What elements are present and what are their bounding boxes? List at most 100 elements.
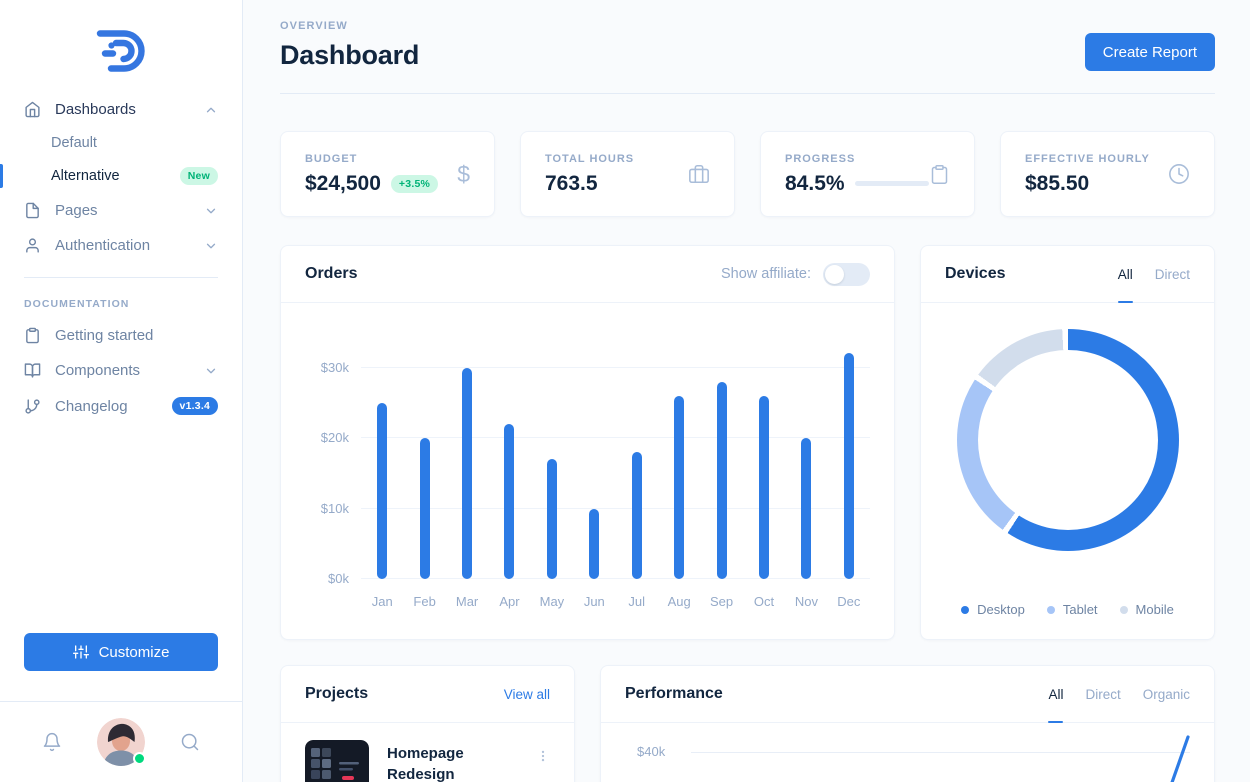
x-axis-tick: Dec	[837, 594, 861, 609]
briefcase-icon	[688, 163, 710, 185]
show-affiliate-toggle[interactable]	[823, 262, 870, 286]
online-status-dot	[133, 752, 146, 765]
performance-line-chart: $40k	[601, 723, 1214, 782]
bar-jan	[377, 402, 388, 579]
tab-organic[interactable]: Organic	[1142, 686, 1190, 702]
sidebar-item-label: Authentication	[55, 237, 151, 254]
x-axis-tick: Mar	[455, 594, 479, 609]
y-axis-tick: $30k	[320, 359, 349, 375]
book-icon	[24, 362, 41, 379]
project-title: Homepage Redesign	[387, 745, 464, 782]
view-all-link[interactable]: View all	[503, 686, 550, 702]
legend-label: Tablet	[1062, 602, 1098, 617]
create-report-button[interactable]: Create Report	[1084, 33, 1215, 71]
sliders-icon	[72, 644, 89, 660]
gridline	[361, 578, 870, 579]
sidebar-section-heading: DOCUMENTATION	[24, 298, 130, 310]
stat-label: PROGRESS	[785, 152, 856, 165]
bar-dec	[843, 353, 854, 579]
sidebar-item-dashboards[interactable]: Dashboards	[0, 92, 242, 127]
sidebar-item-label: Getting started	[55, 327, 154, 344]
performance-line	[1170, 735, 1190, 782]
legend-item: Mobile	[1119, 602, 1174, 617]
x-axis-tick: Jul	[628, 594, 646, 609]
more-vertical-icon[interactable]	[536, 740, 550, 764]
y-axis-tick: $0k	[328, 571, 349, 586]
sidebar-item-label: Default	[51, 135, 97, 151]
home-icon	[24, 101, 41, 118]
progress-bar	[854, 181, 929, 186]
new-badge: New	[179, 167, 218, 185]
projects-card-title: Projects	[305, 685, 369, 702]
bar-feb	[419, 438, 430, 579]
tab-all[interactable]: All	[1117, 246, 1133, 303]
sidebar-item-alternative[interactable]: Alternative New	[0, 159, 242, 193]
sidebar-item-components[interactable]: Components	[0, 353, 242, 388]
bar-may	[546, 459, 557, 579]
bar-column: May	[531, 319, 573, 609]
x-axis-tick: Feb	[413, 594, 436, 609]
app-logo[interactable]	[0, 0, 242, 92]
orders-card: Orders Show affiliate: $0k $10k $20k $30k Ja…	[280, 245, 895, 640]
avatar[interactable]	[97, 718, 146, 766]
git-branch-icon	[24, 398, 41, 415]
customize-button[interactable]: Customize	[24, 633, 218, 671]
sidebar-item-getting-started[interactable]: Getting started	[0, 318, 242, 353]
tab-all[interactable]: All	[1048, 666, 1064, 723]
bar-jun	[589, 508, 600, 579]
bar-aug	[674, 395, 685, 579]
sidebar-item-default[interactable]: Default	[0, 127, 242, 159]
bar-mar	[462, 367, 473, 579]
bar-apr	[504, 423, 515, 579]
bar-column: Mar	[446, 319, 488, 609]
devices-card: Devices All Direct Desktop Tablet Mobile	[920, 245, 1215, 640]
main-content: OVERVIEW Dashboard Create Report BUDGET …	[243, 0, 1250, 782]
tab-direct[interactable]: Direct	[1085, 686, 1121, 702]
dollar-icon: $	[457, 160, 470, 187]
tab-direct[interactable]: Direct	[1154, 266, 1190, 282]
stat-card-progress: PROGRESS 84.5%	[760, 131, 975, 217]
stat-value: $24,500	[305, 171, 381, 195]
sidebar-item-label: Dashboards	[55, 101, 136, 118]
projects-card: Projects View all Homepage Rede	[280, 665, 575, 782]
sidebar-item-changelog[interactable]: Changelog v1.3.4	[0, 388, 242, 424]
sidebar-item-label: Components	[55, 362, 141, 379]
search-icon[interactable]	[180, 732, 200, 752]
list-item[interactable]: Homepage Redesign	[281, 723, 574, 782]
x-axis-tick: Oct	[753, 594, 775, 609]
bar-nov	[801, 438, 812, 579]
show-affiliate-label: Show affiliate:	[720, 266, 811, 282]
y-axis-tick: $10k	[320, 500, 349, 516]
bell-icon[interactable]	[42, 732, 62, 752]
clipboard-icon	[24, 327, 41, 344]
sidebar-item-authentication[interactable]: Authentication	[0, 228, 242, 263]
sidebar-divider	[24, 277, 218, 278]
bar-column: Dec	[828, 319, 870, 609]
bar-column: Nov	[785, 319, 827, 609]
chevron-down-icon	[204, 364, 218, 378]
x-axis-tick: Nov	[794, 594, 818, 609]
bar-oct	[759, 395, 769, 579]
bar-column: Jun	[573, 319, 615, 609]
stat-card-total-hours: TOTAL HOURS 763.5	[520, 131, 735, 217]
sidebar-item-pages[interactable]: Pages	[0, 193, 242, 228]
x-axis-tick: Jun	[583, 594, 605, 609]
stat-card-budget: BUDGET $24,500 +3.5% $	[280, 131, 495, 217]
stat-label: BUDGET	[305, 152, 358, 165]
stats-row: BUDGET $24,500 +3.5% $ TOTAL HOURS 763.5	[280, 131, 1215, 217]
legend-dot	[1119, 605, 1128, 614]
user-icon	[24, 237, 41, 254]
performance-ytick: $40k	[637, 744, 666, 759]
chevron-up-icon	[204, 103, 218, 117]
x-axis-tick: Jan	[371, 594, 393, 609]
page-pretitle: OVERVIEW	[280, 20, 348, 32]
bar-jul	[631, 452, 642, 579]
sidebar: Dashboards Default Alternative New Pages…	[0, 0, 243, 782]
devices-card-title: Devices	[945, 265, 1006, 282]
sidebar-item-label: Pages	[55, 202, 98, 219]
bar-sep	[716, 381, 727, 579]
page-title: Dashboard	[280, 40, 420, 70]
clipboard-icon	[929, 164, 950, 185]
devices-donut-chart	[956, 329, 1179, 551]
bar-column: Aug	[658, 319, 700, 609]
